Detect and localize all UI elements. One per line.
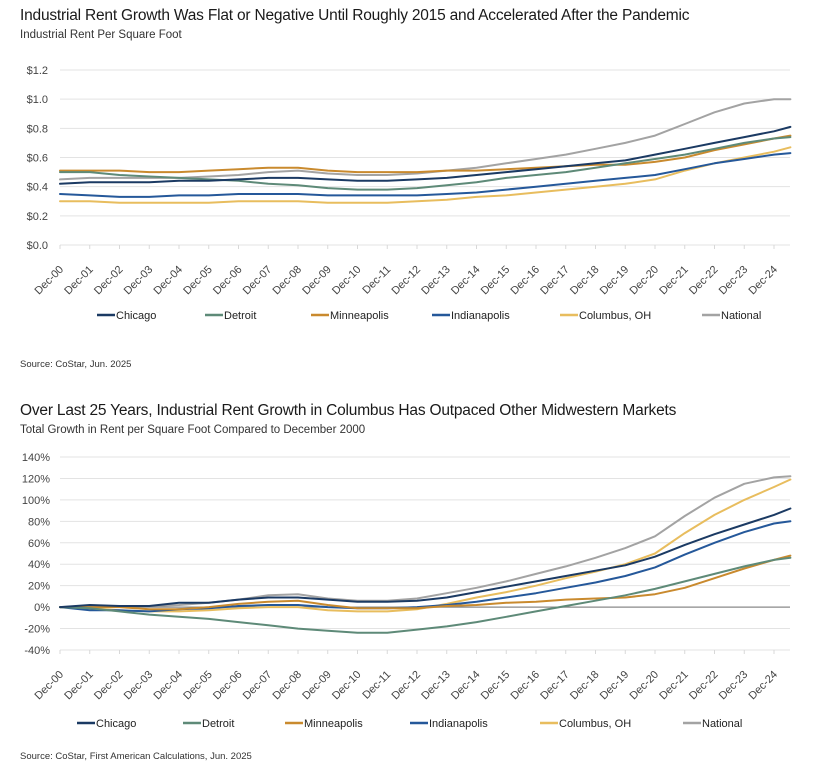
legend-label: Minneapolis — [330, 310, 389, 322]
series-line-detroit — [59, 556, 792, 634]
chart2-source: Source: CoStar, First American Calculati… — [20, 751, 252, 762]
legend-label: Columbus, OH — [559, 718, 631, 730]
series-line-indianapolis — [59, 152, 792, 198]
x-tick-label: Dec-05 — [181, 669, 215, 703]
x-tick-label: Dec-20 — [628, 669, 662, 703]
y-tick-label: $0.8 — [27, 123, 48, 135]
y-tick-label: 120% — [22, 473, 50, 485]
y-tick-label: $0.0 — [27, 240, 48, 252]
legend-label: Detroit — [224, 310, 256, 322]
y-tick-label: 140% — [22, 452, 50, 464]
y-tick-label: 0% — [34, 602, 50, 614]
chart1-source: Source: CoStar, Jun. 2025 — [20, 359, 132, 370]
x-tick-label: Dec-00 — [33, 669, 67, 703]
x-tick-label: Dec-22 — [687, 669, 721, 703]
legend-label: Chicago — [96, 718, 136, 730]
x-tick-label: Dec-13 — [419, 669, 453, 703]
x-tick-label: Dec-03 — [122, 669, 156, 703]
x-tick-label: Dec-06 — [211, 669, 245, 703]
x-tick-label: Dec-18 — [568, 669, 602, 703]
y-tick-label: $0.6 — [27, 153, 48, 165]
legend-label: Chicago — [116, 310, 156, 322]
chart2-plot: -40% -20% 0% 20% 40% 60% 80% 100% 120% 140% Dec-00… — [22, 452, 792, 730]
y-tick-label: 20% — [28, 581, 50, 593]
legend-label: National — [721, 310, 761, 322]
series-line-chicago — [59, 125, 792, 185]
x-tick-label: Dec-07 — [241, 669, 275, 703]
x-tick-label: Dec-19 — [598, 669, 632, 703]
chart1-subtitle: Industrial Rent Per Square Foot — [20, 29, 182, 41]
chart1-title: Industrial Rent Growth Was Flat or Negat… — [20, 7, 690, 24]
x-tick-label: Dec-14 — [449, 669, 483, 703]
y-tick-label: 60% — [28, 538, 50, 550]
x-tick-label: Dec-17 — [538, 669, 572, 703]
chart1-plot: $0.0$0.2$0.4$0.6$0.8$1.0$1.2Dec-00Dec-01… — [27, 65, 792, 322]
x-tick-label: Dec-10 — [330, 669, 364, 703]
x-tick-label: Dec-11 — [360, 669, 393, 702]
legend-label: Indianapolis — [451, 310, 510, 322]
x-tick-label: Dec-16 — [509, 669, 543, 703]
y-tick-label: -20% — [24, 624, 50, 636]
x-tick-label: Dec-12 — [390, 669, 424, 703]
legend-label: Columbus, OH — [579, 310, 651, 322]
y-tick-label: 80% — [28, 516, 50, 528]
y-tick-label: $1.2 — [27, 65, 48, 77]
x-tick-label: Dec-24 — [747, 669, 781, 703]
y-tick-label: $1.0 — [27, 94, 48, 106]
x-tick-label: Dec-02 — [92, 669, 126, 703]
y-tick-label: -40% — [24, 645, 50, 657]
legend-label: Minneapolis — [304, 718, 363, 730]
x-tick-label: Dec-08 — [271, 669, 305, 703]
series-line-chicago — [59, 507, 792, 609]
chart2-subtitle: Total Growth in Rent per Square Foot Com… — [20, 424, 366, 436]
series-line-minneapolis — [59, 554, 792, 611]
series-line-columbus-oh — [59, 146, 792, 204]
y-tick-label: 100% — [22, 495, 50, 507]
x-tick-label: Dec-01 — [62, 669, 96, 703]
chart2-title: Over Last 25 Years, Industrial Rent Grow… — [20, 402, 677, 419]
y-tick-label: $0.2 — [27, 211, 48, 223]
series-line-detroit — [59, 136, 792, 191]
x-tick-label: Dec-21 — [657, 669, 691, 703]
y-tick-label: $0.4 — [27, 182, 48, 194]
x-tick-label: Dec-04 — [152, 669, 186, 703]
x-tick-label: Dec-23 — [717, 669, 751, 703]
legend-label: Indianapolis — [429, 718, 488, 730]
x-tick-label: Dec-09 — [300, 669, 334, 703]
x-tick-label: Dec-15 — [479, 669, 513, 703]
legend-label: National — [702, 718, 742, 730]
series-line-minneapolis — [59, 134, 792, 174]
legend-label: Detroit — [202, 718, 234, 730]
y-tick-label: 40% — [28, 559, 50, 571]
series-line-national — [59, 475, 792, 609]
